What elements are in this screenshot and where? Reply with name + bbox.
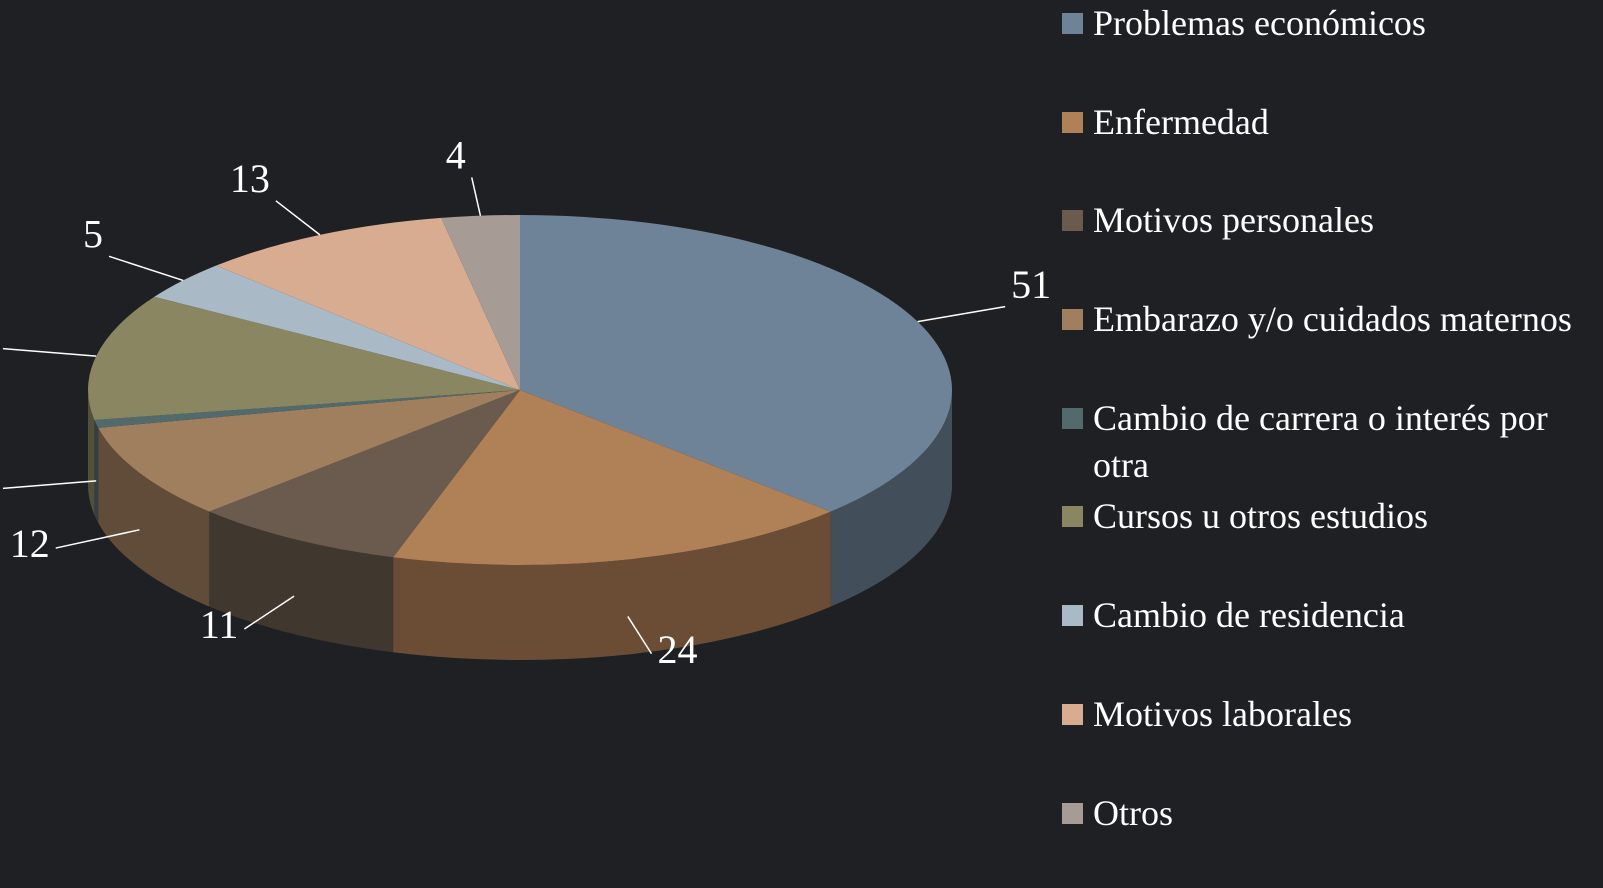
legend-swatch — [1062, 13, 1083, 34]
leader-line — [109, 256, 183, 280]
data-label: 51 — [1011, 262, 1050, 307]
legend-item: Enfermedad — [1062, 99, 1573, 198]
legend: Problemas económicos Enfermedad Motivos pe… — [1062, 0, 1573, 888]
data-label: 13 — [230, 156, 270, 201]
legend-swatch — [1062, 704, 1083, 725]
legend-swatch — [1062, 803, 1083, 824]
legend-swatch — [1062, 605, 1083, 626]
legend-item: Cambio de residencia — [1062, 592, 1573, 691]
legend-label: Embarazo y/o cuidados maternos — [1093, 296, 1573, 343]
legend-label: Otros — [1093, 790, 1573, 837]
legend-swatch — [1062, 210, 1083, 231]
legend-label: Problemas económicos — [1093, 0, 1573, 47]
data-label: 24 — [658, 627, 698, 672]
legend-label: Cursos u otros estudios — [1093, 493, 1573, 540]
leader-line — [918, 307, 1005, 322]
legend-label: Motivos laborales — [1093, 691, 1573, 738]
legend-item: Embarazo y/o cuidados maternos — [1062, 296, 1573, 395]
legend-item: Cambio de carrera o interés por otra — [1062, 395, 1573, 494]
leader-line — [472, 177, 481, 215]
data-label: 11 — [200, 602, 239, 647]
leader-line — [3, 349, 96, 356]
legend-swatch — [1062, 112, 1083, 133]
legend-label: Cambio de carrera o interés por otra — [1093, 395, 1573, 489]
legend-item: Cursos u otros estudios — [1062, 493, 1573, 592]
chart: 512411121165134 — [0, 0, 1050, 847]
legend-label: Motivos personales — [1093, 197, 1573, 244]
legend-swatch — [1062, 506, 1083, 527]
legend-label: Cambio de residencia — [1093, 592, 1573, 639]
legend-item: Otros — [1062, 790, 1573, 888]
legend-label: Enfermedad — [1093, 99, 1573, 146]
legend-swatch — [1062, 408, 1083, 429]
slice-side — [94, 420, 98, 523]
leader-line — [3, 481, 96, 488]
data-label: 12 — [10, 521, 50, 566]
page: 512411121165134 Problemas económicosEnfe… — [0, 0, 1603, 847]
leader-line — [276, 201, 320, 235]
data-label: 5 — [83, 212, 103, 257]
legend-swatch — [1062, 309, 1083, 330]
legend-item: Problemas económicos — [1062, 0, 1573, 99]
data-label: 4 — [446, 133, 466, 178]
legend-item: Motivos laborales — [1062, 691, 1573, 790]
legend-item: Motivos personales — [1062, 197, 1573, 296]
